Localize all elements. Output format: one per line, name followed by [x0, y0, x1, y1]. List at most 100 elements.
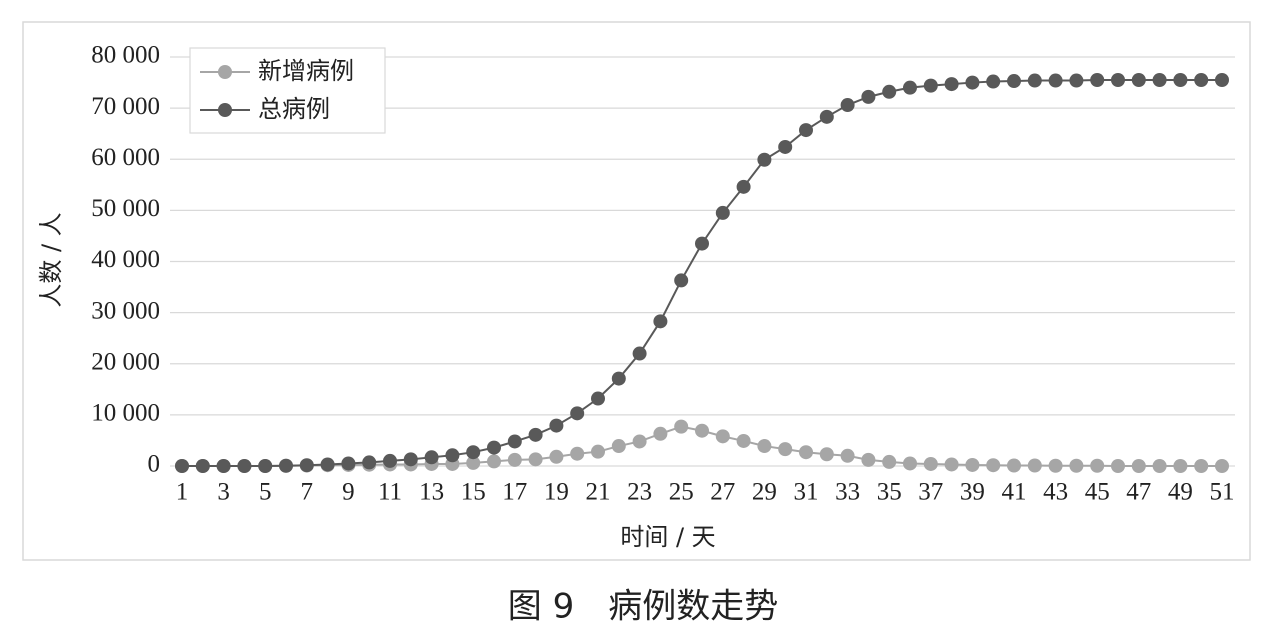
data-point [487, 440, 501, 455]
data-point [591, 444, 605, 459]
data-point [570, 406, 585, 421]
x-tick-label: 29 [752, 479, 777, 506]
data-point [840, 98, 855, 113]
data-point [487, 454, 501, 469]
x-tick-label: 43 [1043, 479, 1068, 506]
x-tick-label: 1 [176, 479, 189, 506]
data-point [840, 448, 855, 463]
data-point [819, 109, 834, 124]
data-point [1131, 459, 1146, 473]
y-tick-label: 70 000 [91, 93, 160, 120]
data-point [445, 448, 460, 463]
data-point [570, 446, 585, 461]
data-point [528, 452, 543, 467]
data-point [1194, 459, 1209, 473]
data-point [1007, 74, 1021, 89]
x-tick-label: 9 [342, 479, 355, 506]
data-point [986, 74, 1001, 89]
y-tick-label: 30 000 [91, 297, 160, 324]
data-point [175, 459, 189, 473]
x-tick-label: 39 [960, 479, 985, 506]
y-tick-label: 40 000 [91, 246, 160, 273]
data-point [1007, 458, 1021, 473]
data-point [320, 457, 335, 472]
data-point [403, 452, 418, 467]
data-point [882, 454, 897, 469]
y-axis-label: 人数 / 人 [37, 212, 65, 307]
data-point [1048, 73, 1063, 88]
x-tick-label: 17 [502, 479, 527, 506]
x-tick-label: 41 [1002, 479, 1027, 506]
data-point [736, 433, 751, 448]
legend-marker [218, 65, 232, 79]
data-point [715, 429, 730, 444]
data-point [216, 459, 231, 473]
data-point [507, 452, 522, 467]
data-point [362, 455, 377, 470]
data-point [591, 391, 605, 406]
data-point [944, 457, 959, 472]
data-point [861, 89, 876, 104]
x-axis-label: 时间 / 天 [620, 523, 715, 551]
data-point [507, 434, 522, 449]
data-point [1215, 73, 1229, 88]
data-point [258, 459, 273, 473]
data-point [383, 453, 397, 468]
data-point [715, 205, 730, 220]
legend-label: 新增病例 [258, 57, 354, 85]
data-point [819, 447, 834, 462]
data-point [1152, 459, 1167, 473]
data-point [1173, 459, 1188, 473]
data-point [1215, 459, 1229, 473]
data-point [632, 434, 647, 449]
x-tick-label: 31 [794, 479, 819, 506]
x-tick-label: 15 [461, 479, 486, 506]
x-tick-label: 27 [710, 479, 735, 506]
data-point [424, 450, 439, 465]
data-point [1090, 458, 1105, 473]
y-tick-label: 0 [148, 451, 161, 478]
y-tick-label: 20 000 [91, 348, 160, 375]
x-tick-label: 33 [835, 479, 860, 506]
data-point [923, 78, 938, 93]
legend-label: 总病例 [258, 95, 330, 123]
data-point [799, 445, 813, 460]
data-point [903, 456, 917, 471]
data-point [778, 442, 793, 457]
data-point [1173, 73, 1188, 88]
data-point [757, 152, 772, 167]
data-point [653, 314, 668, 329]
data-point [1111, 73, 1125, 88]
data-point [799, 123, 813, 138]
data-point [736, 179, 751, 194]
data-point [861, 452, 876, 467]
data-point [195, 459, 210, 473]
y-tick-label: 60 000 [91, 144, 160, 171]
data-point [757, 439, 772, 454]
x-tick-label: 23 [627, 479, 652, 506]
data-point [674, 419, 689, 434]
data-point [1090, 73, 1105, 88]
data-point [237, 459, 252, 473]
x-tick-label: 49 [1168, 479, 1193, 506]
data-point [923, 456, 938, 471]
data-point [549, 418, 564, 433]
data-point [695, 236, 709, 251]
x-tick-label: 7 [301, 479, 314, 506]
y-tick-label: 10 000 [91, 400, 160, 427]
x-tick-label: 37 [918, 479, 943, 506]
data-point [466, 455, 481, 470]
data-point [1069, 73, 1084, 88]
data-point [778, 139, 793, 154]
y-tick-label: 50 000 [91, 195, 160, 222]
data-point [611, 371, 626, 386]
data-point [549, 449, 564, 464]
x-tick-label: 45 [1085, 479, 1110, 506]
x-tick-label: 5 [259, 479, 272, 506]
data-point [944, 77, 959, 92]
data-point [695, 423, 709, 438]
data-point [1027, 458, 1042, 473]
data-point [299, 458, 314, 473]
data-point [1069, 458, 1084, 473]
